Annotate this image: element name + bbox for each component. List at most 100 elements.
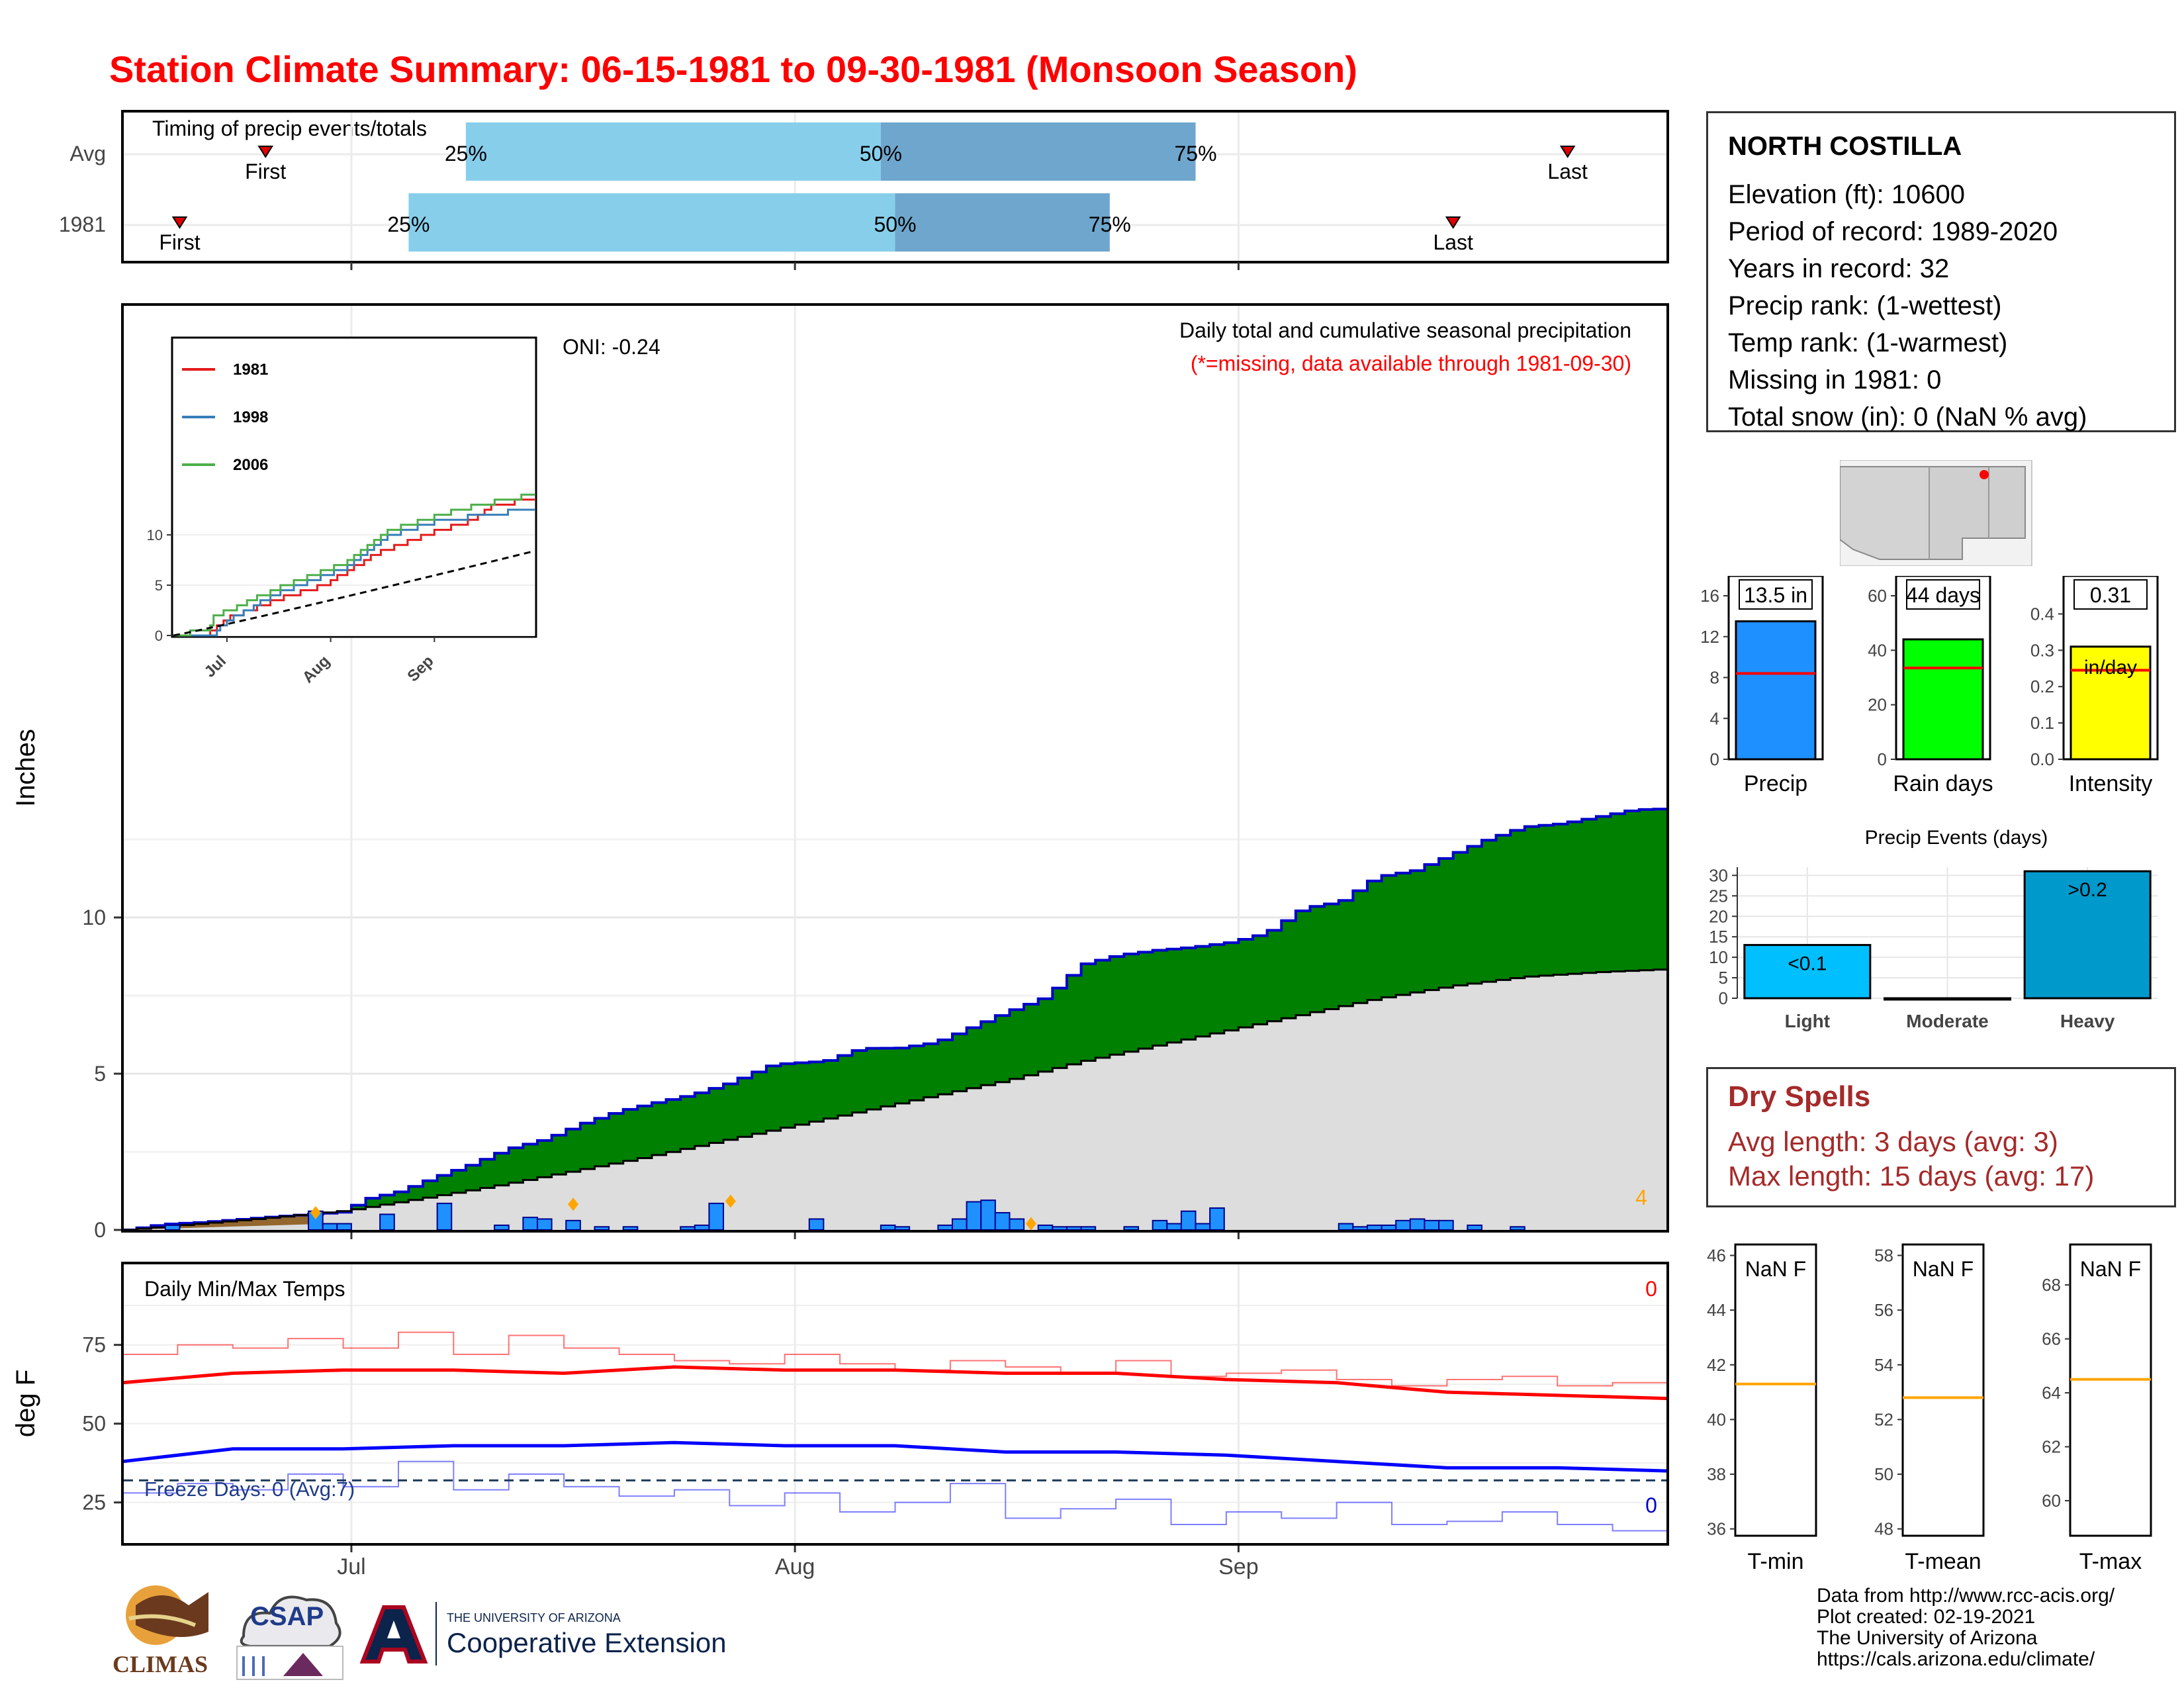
timing-p25-label: 25% — [387, 212, 430, 236]
intensity-marker — [310, 1206, 321, 1220]
temp-box-tick-label: 56 — [1874, 1300, 1893, 1320]
tmin-count-label: 0 — [1645, 1493, 1657, 1517]
inset-legend-label: 1998 — [233, 408, 268, 426]
oni-label: ONI: -0.24 — [563, 335, 660, 359]
daily-precip-bar — [1352, 1226, 1368, 1231]
temp-panel-frame — [122, 1263, 1668, 1544]
timing-p25-label: 25% — [445, 142, 487, 165]
temperature-summary-boxes: 36 38 40 42 44 46 NaN F T-min 48 50 52 54 56 58 NaN F T… — [1707, 1243, 2152, 1574]
temp-box-tick-label: 40 — [1707, 1409, 1726, 1429]
mini-bar-value-unit: in/day — [2084, 657, 2137, 679]
temp-box-tick-label: 36 — [1707, 1519, 1726, 1539]
daily-precip-bar — [694, 1224, 710, 1231]
temp-box-value: NaN F — [1913, 1257, 1974, 1281]
temp-box-tick-label: 60 — [2042, 1491, 2061, 1511]
cumulative-1981-line — [122, 808, 1669, 1231]
daily-precip-bar — [1180, 1210, 1197, 1231]
temp-box-tick-label: 50 — [1874, 1464, 1893, 1484]
daily-precip-bar — [1338, 1223, 1354, 1231]
station-total-snow: Total snow (in): 0 (NaN % avg) — [1728, 402, 2087, 432]
daily-precip-bar — [436, 1202, 453, 1231]
station-years: Years in record: 32 — [1728, 254, 1950, 283]
climas-logo: CLIMAS — [109, 1579, 215, 1678]
timing-row-1981-label: 1981 — [59, 212, 106, 236]
temp-box-tick-label: 64 — [2042, 1383, 2061, 1403]
temp-box-tick-label: 42 — [1707, 1355, 1726, 1375]
daily-precip-bar — [379, 1213, 395, 1231]
station-info-box: NORTH COSTILLA Elevation (ft): 10600 Per… — [1706, 111, 2176, 432]
intensity-marker — [1025, 1217, 1036, 1231]
temp-box-label: T-max — [2079, 1549, 2142, 1574]
temp-box-tick-label: 68 — [2042, 1275, 2061, 1295]
footer-credits: Data from http://www.rcc-acis.org/ Plot … — [1817, 1585, 2115, 1670]
station-missing: Missing in 1981: 0 — [1728, 365, 1942, 395]
freeze-days-label: Freeze Days: 0 (Avg:7) — [144, 1477, 355, 1501]
daily-precip-bar — [894, 1226, 911, 1231]
mini-bar-tick-label: 4 — [1710, 708, 1719, 728]
temp-y-tick-label: 25 — [82, 1491, 106, 1515]
temp-box-tick-label: 48 — [1874, 1519, 1893, 1539]
inset-y-tick-label: 10 — [147, 527, 163, 543]
temp-x-tick-label: Aug — [775, 1554, 815, 1579]
events-y-tick-label: 30 — [1709, 865, 1728, 885]
daily-precip-bar — [322, 1223, 338, 1231]
daily-precip-bar — [937, 1224, 953, 1231]
daily-precip-bar — [1009, 1218, 1025, 1231]
climas-logo-text: CLIMAS — [113, 1651, 208, 1677]
footer-data-source: Data from http://www.rcc-acis.org/ — [1817, 1585, 2115, 1607]
mini-bar-tick-label: 0 — [1710, 749, 1719, 769]
inset-average-line — [173, 549, 535, 637]
footer-plot-created: Plot created: 02-19-2021 — [1817, 1606, 2036, 1628]
daily-precip-bar — [1424, 1219, 1440, 1231]
daily-precip-bar — [536, 1218, 553, 1231]
daily-precip-bar — [1366, 1224, 1383, 1231]
daily-precip-bar — [1052, 1226, 1068, 1231]
temp-box-tick-label: 54 — [1874, 1355, 1893, 1375]
inset-series-2006 — [173, 493, 535, 637]
timing-first-marker — [257, 146, 274, 158]
dry-spells-max: Max length: 15 days (avg: 17) — [1728, 1160, 2095, 1192]
temp-box-T-max — [2069, 1243, 2152, 1537]
station-precip-rank: Precip rank: (1-wettest) — [1728, 291, 2002, 320]
state-outlines — [1840, 466, 1930, 560]
climas-logo-icon — [126, 1585, 208, 1645]
station-elevation: Elevation (ft): 10600 — [1728, 180, 1965, 209]
events-category-label: Moderate — [1906, 1011, 1988, 1031]
daily-precip-bar — [565, 1219, 581, 1231]
tmax-count-label: 0 — [1645, 1277, 1657, 1301]
mini-bar-Precip — [1735, 620, 1817, 761]
mini-bar-tick-label: 0.3 — [2030, 640, 2054, 660]
daily-precip-bar — [494, 1224, 510, 1231]
daily-precip-bar — [594, 1226, 610, 1231]
daily-precip-bar — [980, 1199, 996, 1231]
precip-y-label: Inches — [11, 729, 40, 807]
mini-bar-value-label: 13.5 in — [1744, 583, 1807, 607]
intensity-marker — [568, 1197, 579, 1211]
mini-bar-category-label: Precip — [1744, 771, 1807, 796]
timing-last-label: Last — [1433, 230, 1473, 254]
daily-precip-bar — [1123, 1226, 1140, 1231]
missing-note: (*=missing, data available through 1981-… — [1191, 352, 1631, 375]
temp-box-tick-label: 52 — [1874, 1409, 1893, 1429]
temp-y-label: deg F — [11, 1370, 40, 1437]
dry-spells-avg: Avg length: 3 days (avg: 3) — [1728, 1126, 2058, 1157]
daily-precip-bar — [1066, 1226, 1082, 1231]
timing-last-marker — [1445, 216, 1461, 229]
mini-bar-value-label: 44 days — [1906, 583, 1980, 607]
timing-bar-50-75 — [880, 122, 1196, 181]
events-category-label: Heavy — [2060, 1011, 2115, 1031]
timing-bar-25-50 — [465, 122, 881, 181]
tmax-daily-line — [122, 1331, 1668, 1387]
daily-precip-bar — [1166, 1223, 1182, 1231]
tmax-average-line — [122, 1365, 1668, 1401]
inset-y-tick-label: 0 — [155, 628, 163, 644]
daily-precip-bar — [1467, 1224, 1482, 1231]
temp-box-tick-label: 58 — [1874, 1246, 1893, 1266]
events-y-tick-label: 10 — [1709, 947, 1728, 967]
precip-y-tick-label: 0 — [94, 1218, 106, 1242]
precip-y-tick-label: 10 — [82, 906, 106, 929]
temp-y-tick-label: 75 — [82, 1333, 106, 1357]
events-bar-label: <0.1 — [1788, 953, 1827, 975]
